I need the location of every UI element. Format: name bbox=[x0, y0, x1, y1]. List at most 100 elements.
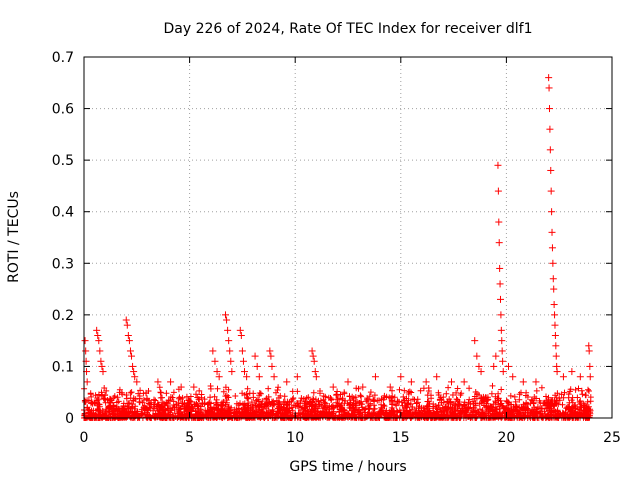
y-tick-label: 0.4 bbox=[52, 205, 74, 221]
data-point bbox=[509, 373, 517, 381]
data-point bbox=[267, 352, 275, 360]
y-tick-label: 0.3 bbox=[52, 256, 74, 272]
data-point bbox=[586, 373, 594, 381]
plot-frame bbox=[83, 56, 613, 419]
data-point bbox=[532, 378, 540, 386]
data-point bbox=[371, 373, 379, 381]
data-point bbox=[126, 347, 134, 355]
data-point bbox=[545, 105, 553, 113]
data-point bbox=[293, 373, 301, 381]
data-point bbox=[266, 347, 274, 355]
data-point bbox=[130, 368, 138, 376]
data-point bbox=[98, 362, 106, 370]
data-point bbox=[552, 352, 560, 360]
data-point bbox=[131, 373, 139, 381]
data-point bbox=[225, 337, 233, 345]
data-point bbox=[546, 125, 554, 133]
data-point bbox=[329, 383, 337, 391]
data-point bbox=[167, 378, 175, 386]
data-point bbox=[312, 373, 320, 381]
data-point bbox=[496, 295, 504, 303]
data-point bbox=[490, 362, 498, 370]
data-point bbox=[519, 378, 527, 386]
data-point bbox=[552, 342, 560, 350]
data-point bbox=[407, 378, 415, 386]
data-point bbox=[545, 74, 553, 82]
x-tick-label: 10 bbox=[286, 430, 304, 446]
data-point bbox=[129, 362, 137, 370]
data-point bbox=[122, 316, 130, 324]
y-tick-label: 0 bbox=[65, 411, 74, 427]
noise-band bbox=[81, 382, 594, 421]
data-point bbox=[433, 373, 441, 381]
data-point bbox=[550, 301, 558, 309]
data-point bbox=[475, 362, 483, 370]
data-point bbox=[545, 84, 553, 92]
data-point bbox=[236, 326, 244, 334]
data-point bbox=[270, 373, 278, 381]
data-point bbox=[473, 352, 481, 360]
data-point bbox=[499, 357, 507, 365]
data-point bbox=[551, 321, 559, 329]
data-point bbox=[241, 368, 249, 376]
data-point bbox=[397, 373, 405, 381]
data-point bbox=[494, 187, 502, 195]
data-point bbox=[497, 311, 505, 319]
data-point bbox=[549, 275, 557, 283]
data-points bbox=[81, 74, 594, 391]
data-point bbox=[547, 187, 555, 195]
data-point bbox=[386, 383, 394, 391]
data-point bbox=[559, 373, 567, 381]
data-point bbox=[190, 383, 198, 391]
data-point bbox=[551, 311, 559, 319]
data-point bbox=[97, 357, 105, 365]
data-point bbox=[223, 316, 231, 324]
data-point bbox=[310, 357, 318, 365]
data-point bbox=[498, 337, 506, 345]
data-point bbox=[496, 280, 504, 288]
data-point bbox=[133, 378, 141, 386]
x-axis-label: GPS time / hours bbox=[289, 459, 406, 475]
data-point bbox=[226, 347, 234, 355]
x-tick-label: 5 bbox=[185, 430, 194, 446]
data-point bbox=[359, 383, 367, 391]
y-tick-label: 0.1 bbox=[52, 359, 74, 375]
data-point bbox=[209, 347, 217, 355]
data-point bbox=[548, 228, 556, 236]
data-point bbox=[222, 311, 230, 319]
axis-ticks: 0 5 10 15 20 25 0 0.1 0.2 0.3 0.4 0.5 0.6 0.7 bbox=[52, 50, 621, 446]
data-point bbox=[548, 244, 556, 252]
data-point bbox=[546, 146, 554, 154]
data-point bbox=[496, 264, 504, 272]
data-point bbox=[495, 218, 503, 226]
data-point bbox=[585, 347, 593, 355]
data-point bbox=[211, 357, 219, 365]
data-point bbox=[239, 357, 247, 365]
x-tick-label: 15 bbox=[392, 430, 410, 446]
grid-lines bbox=[84, 57, 612, 418]
data-point bbox=[311, 368, 319, 376]
data-point bbox=[81, 337, 89, 345]
data-point bbox=[471, 337, 479, 345]
y-axis-label: ROTI / TECUs bbox=[6, 191, 22, 283]
data-point bbox=[548, 208, 556, 216]
data-point bbox=[238, 347, 246, 355]
x-tick-label: 25 bbox=[603, 430, 621, 446]
y-tick-label: 0.2 bbox=[52, 308, 74, 324]
data-point bbox=[215, 373, 223, 381]
data-point bbox=[227, 357, 235, 365]
data-point bbox=[96, 347, 104, 355]
data-point bbox=[123, 321, 131, 329]
data-point bbox=[309, 352, 317, 360]
data-point bbox=[93, 326, 101, 334]
data-point bbox=[495, 239, 503, 247]
data-point bbox=[255, 373, 263, 381]
data-point bbox=[447, 378, 455, 386]
noise-markers bbox=[81, 382, 594, 421]
data-point bbox=[213, 368, 221, 376]
data-point bbox=[237, 331, 245, 339]
data-point bbox=[549, 259, 557, 267]
data-point bbox=[576, 373, 584, 381]
data-point bbox=[253, 362, 261, 370]
